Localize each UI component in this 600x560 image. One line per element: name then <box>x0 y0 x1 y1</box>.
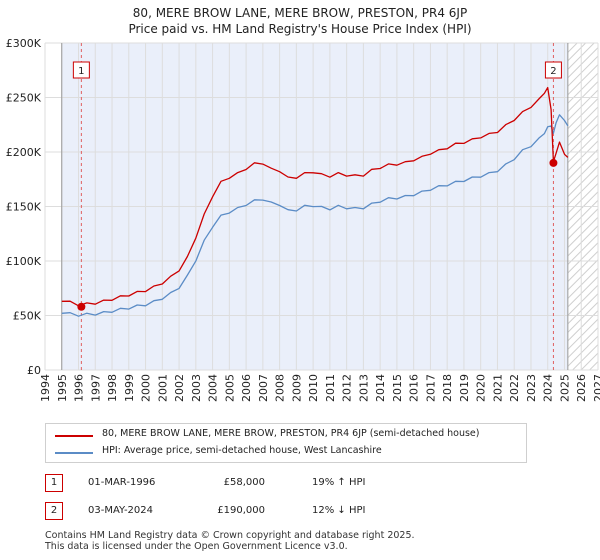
x-tick-label: 1998 <box>106 374 119 402</box>
x-tick-label: 2004 <box>207 374 220 402</box>
sale-marker-box <box>72 61 90 79</box>
x-tick-label: 2012 <box>341 374 354 402</box>
y-tick-label: £300K <box>6 37 42 50</box>
y-tick-label: £250K <box>6 92 42 105</box>
x-tick-label: 2026 <box>575 374 588 402</box>
x-tick-label: 2011 <box>324 374 337 402</box>
x-tick-label: 2002 <box>173 374 186 402</box>
y-tick-label: £50K <box>13 310 42 323</box>
x-tick-label: 2024 <box>542 374 555 402</box>
x-tick-label: 2019 <box>458 374 471 402</box>
x-tick-label: 1995 <box>56 374 69 402</box>
price-paid-line <box>61 86 569 307</box>
x-tick-label: 2027 <box>592 374 600 402</box>
x-tick-label: 2021 <box>491 374 504 402</box>
x-tick-label: 2017 <box>424 374 437 402</box>
sale-marker-badge: 2 <box>45 502 63 520</box>
footer: Contains HM Land Registry data © Crown c… <box>45 530 415 552</box>
sale-point <box>77 302 86 311</box>
x-tick-label: 2000 <box>140 374 153 402</box>
chart-subtitle: Price paid vs. HM Land Registry's House … <box>128 22 472 36</box>
sale-marker-box <box>544 61 562 79</box>
sale-marker-badge: 1 <box>45 474 63 492</box>
x-tick-label: 2025 <box>558 374 571 402</box>
x-tick-label: 2015 <box>391 374 404 402</box>
x-tick-label: 2016 <box>408 374 421 402</box>
sale-price: £58,000 <box>223 477 265 488</box>
sale-row: 2 03-MAY-2024 £190,000 12% ↓ HPI <box>0 502 600 522</box>
x-tick-label: 1997 <box>89 374 102 402</box>
legend-swatch-blue <box>55 452 93 454</box>
y-tick-label: £150K <box>6 201 42 214</box>
legend-label-price-paid: 80, MERE BROW LANE, MERE BROW, PRESTON, … <box>102 428 480 439</box>
hpi-line <box>61 114 569 317</box>
x-tick-label: 2010 <box>307 374 320 402</box>
x-tick-label: 1996 <box>73 374 86 402</box>
chart-title: 80, MERE BROW LANE, MERE BROW, PRESTON, … <box>132 6 468 20</box>
sale-hpi-delta: 19% ↑ HPI <box>312 477 366 488</box>
x-tick-label: 2018 <box>441 374 454 402</box>
price-chart: 1 2 £0 £50K £100K £150K £200K £250K £300K 1994 199… <box>6 37 600 402</box>
legend: 80, MERE BROW LANE, MERE BROW, PRESTON, … <box>45 423 527 463</box>
sale-hpi-delta: 12% ↓ HPI <box>312 505 366 516</box>
sale-point <box>549 158 558 167</box>
x-tick-label: 2008 <box>274 374 287 402</box>
sale-marker-label: 1 <box>78 66 84 77</box>
legend-swatch-red <box>55 435 93 437</box>
footer-copyright: Contains HM Land Registry data © Crown c… <box>45 530 415 541</box>
x-tick-label: 2006 <box>240 374 253 402</box>
sale-date: 03-MAY-2024 <box>88 505 154 516</box>
sale-row: 1 01-MAR-1996 £58,000 19% ↑ HPI <box>0 474 600 494</box>
x-tick-label: 2020 <box>475 374 488 402</box>
y-tick-label: £200K <box>6 146 42 159</box>
x-tick-label: 2023 <box>525 374 538 402</box>
x-tick-label: 1999 <box>123 374 136 402</box>
sale-date: 01-MAR-1996 <box>88 477 156 488</box>
y-tick-label: £0 <box>27 364 41 377</box>
legend-label-hpi: HPI: Average price, semi-detached house,… <box>102 445 382 456</box>
x-tick-label: 2003 <box>190 374 203 402</box>
sale-price: £190,000 <box>217 505 265 516</box>
x-tick-label: 2007 <box>257 374 270 402</box>
legend-item-price-paid: 80, MERE BROW LANE, MERE BROW, PRESTON, … <box>46 427 526 443</box>
x-tick-label: 2005 <box>223 374 236 402</box>
y-tick-label: £100K <box>6 255 42 268</box>
footer-license: This data is licensed under the Open Gov… <box>45 541 348 552</box>
legend-item-hpi: HPI: Average price, semi-detached house,… <box>46 444 526 460</box>
sale-marker-label: 2 <box>550 66 556 77</box>
x-tick-label: 2013 <box>357 374 370 402</box>
x-tick-label: 2001 <box>156 374 169 402</box>
x-tick-label: 2014 <box>374 374 387 402</box>
x-tick-label: 1994 <box>39 374 52 402</box>
x-tick-label: 2022 <box>508 374 521 402</box>
x-tick-label: 2009 <box>290 374 303 402</box>
